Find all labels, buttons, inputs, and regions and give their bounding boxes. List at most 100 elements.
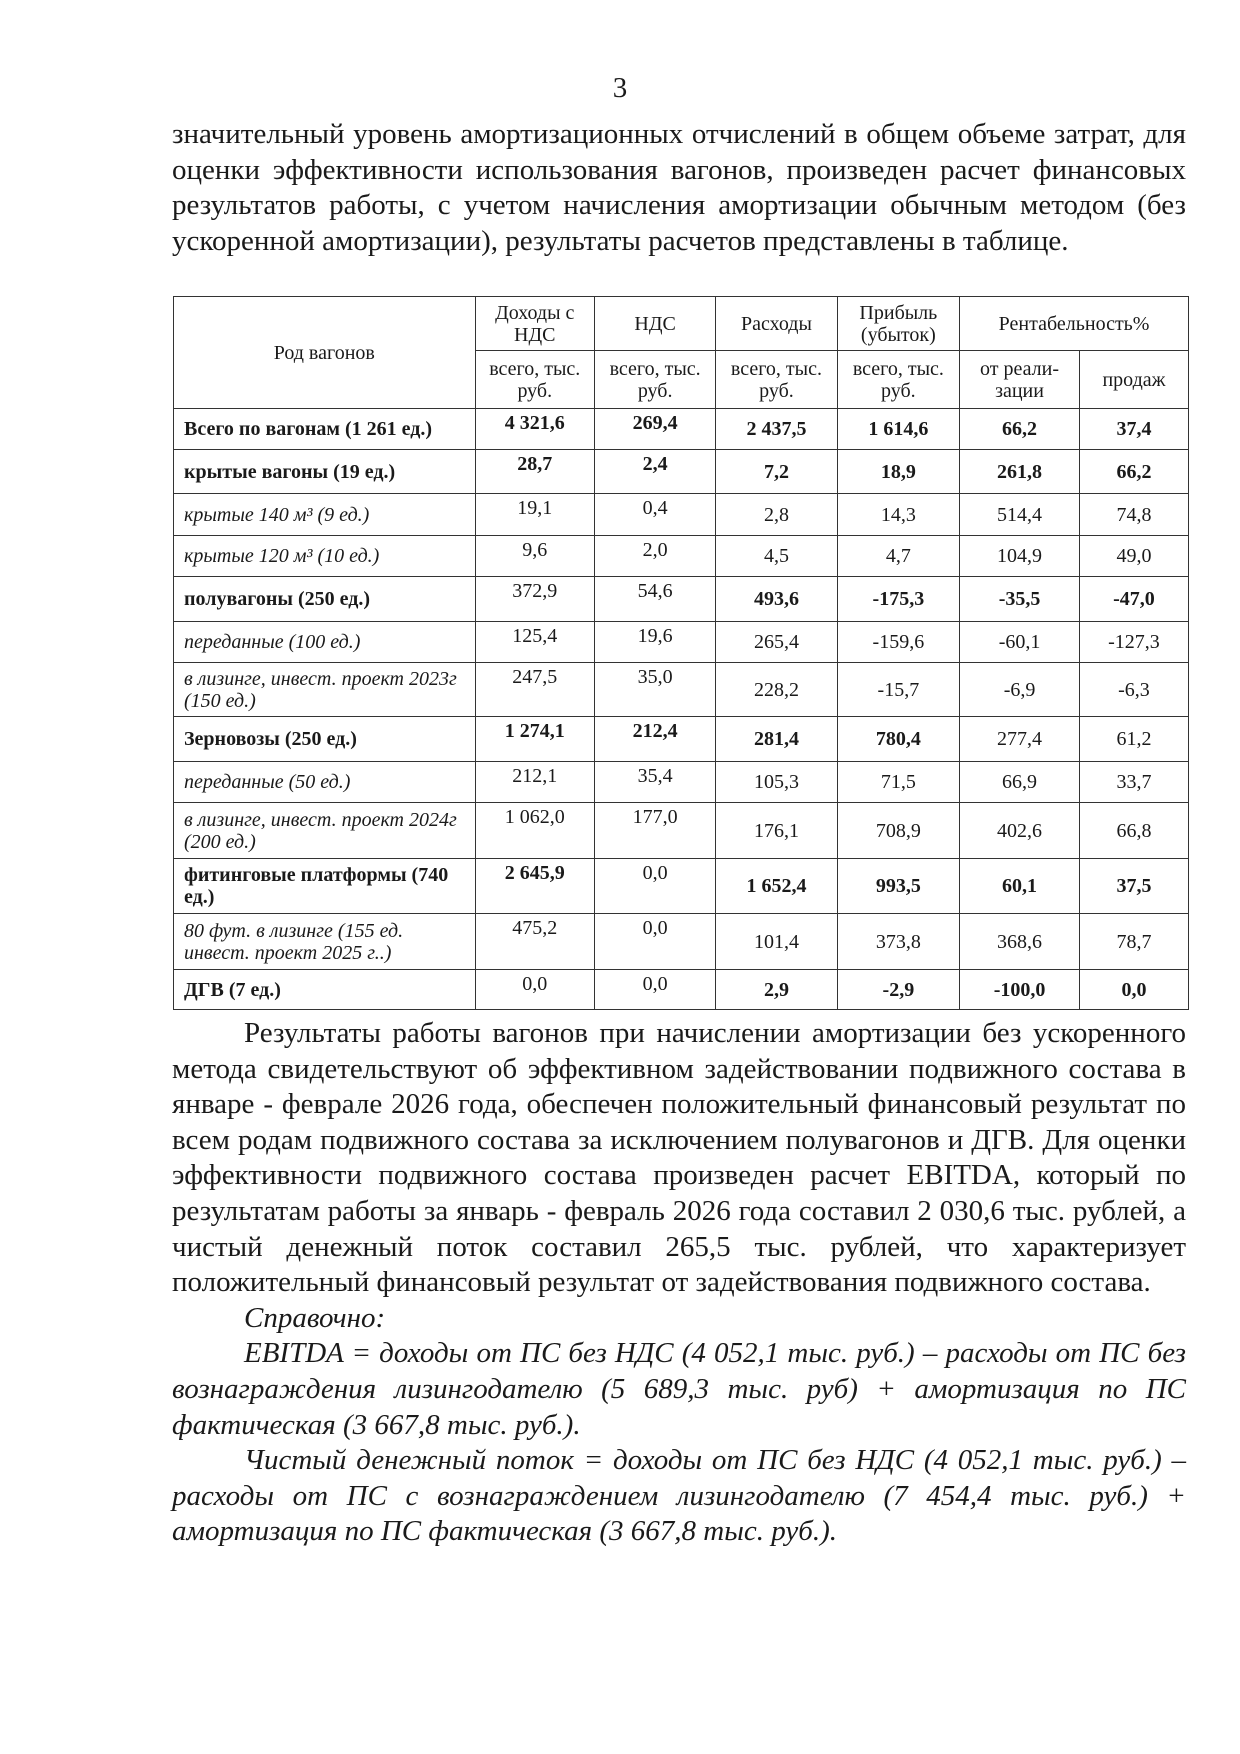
cell-value: 373,8 [836, 913, 961, 970]
cell-value: 0,0 [593, 969, 717, 1010]
cell-value: 475,2 [474, 913, 595, 970]
cell-value: 104,9 [959, 535, 1080, 577]
reference-heading: Справочно: [244, 1301, 386, 1334]
cell-value: 28,7 [474, 449, 595, 494]
cell-value: 708,9 [836, 802, 961, 859]
table-row: крытые 120 м³ (10 ед.) 9,6 2,0 4,5 4,7 104,9 4… [173, 535, 1190, 577]
row-label: переданные (100 ед.) [173, 621, 476, 663]
cell-value: 18,9 [836, 449, 961, 494]
row-label: крытые 120 м³ (10 ед.) [173, 535, 476, 577]
table-row: крытые вагоны (19 ед.) 28,7 2,4 7,2 18,9 261,… [173, 449, 1190, 494]
cell-value: 2,9 [715, 969, 838, 1010]
cell-value: 49,0 [1078, 535, 1190, 577]
cell-value: -127,3 [1078, 621, 1190, 663]
row-label: в лизинге, инвест. проект 2024г (200 ед.… [173, 802, 476, 859]
cell-value: 0,0 [474, 969, 595, 1010]
cell-value: 212,1 [474, 761, 595, 803]
cell-value: 1 614,6 [836, 408, 961, 450]
cell-value: -15,7 [836, 662, 961, 717]
cell-value: 514,4 [959, 493, 1080, 536]
cell-value: 7,2 [715, 449, 838, 494]
cell-value: -175,3 [836, 576, 961, 622]
results-table: Род вагонов Доходы с НДС НДС Расходы При… [173, 296, 1190, 1010]
row-label: в лизинге, инвест. проект 2023г (150 ед.… [173, 662, 476, 717]
cell-value: -159,6 [836, 621, 961, 663]
cell-value: -100,0 [959, 969, 1080, 1010]
cell-value: 0,0 [593, 913, 717, 970]
table-row: переданные (50 ед.) 212,1 35,4 105,3 71,5 66,… [173, 761, 1190, 803]
cell-value: 125,4 [474, 621, 595, 663]
cell-value: 493,6 [715, 576, 838, 622]
cell-value: 269,4 [593, 408, 717, 450]
cell-value: 66,2 [1078, 449, 1190, 494]
table-row: ДГВ (7 ед.) 0,0 0,0 2,9 -2,9 -100,0 0,0 [173, 969, 1190, 1010]
cell-value: 37,5 [1078, 858, 1190, 914]
header-from-sales: от реали-зации [959, 350, 1080, 409]
row-label: переданные (50 ед.) [173, 761, 476, 803]
table-row: переданные (100 ед.) 125,4 19,6 265,4 -159,6… [173, 621, 1190, 663]
cell-value: 74,8 [1078, 493, 1190, 536]
cell-value: 228,2 [715, 662, 838, 717]
cell-value: 368,6 [959, 913, 1080, 970]
cell-value: -47,0 [1078, 576, 1190, 622]
cell-value: 281,4 [715, 716, 838, 762]
header-expenses: Расходы [715, 296, 838, 351]
ebitda-formula: EBITDA = доходы от ПС без НДС (4 052,1 т… [172, 1337, 1186, 1441]
cell-value: 66,9 [959, 761, 1080, 803]
header-sales: продаж [1078, 350, 1190, 409]
cell-value: 4,5 [715, 535, 838, 577]
cell-value: 993,5 [836, 858, 961, 914]
cell-value: 61,2 [1078, 716, 1190, 762]
cell-value: 265,4 [715, 621, 838, 663]
row-label: крытые вагоны (19 ед.) [173, 449, 476, 494]
cell-value: 2,4 [593, 449, 717, 494]
cell-value: 101,4 [715, 913, 838, 970]
header-income: Доходы с НДС [474, 296, 595, 351]
table-row: 80 фут. в лизинге (155 ед. инвест. проек… [173, 913, 1190, 970]
cell-value: 9,6 [474, 535, 595, 577]
cell-value: 177,0 [593, 802, 717, 859]
row-label: 80 фут. в лизинге (155 ед. инвест. проек… [173, 913, 476, 970]
cell-value: 372,9 [474, 576, 595, 622]
cell-value: 261,8 [959, 449, 1080, 494]
cell-value: 277,4 [959, 716, 1080, 762]
cell-value: 0,4 [593, 493, 717, 536]
cell-value: 780,4 [836, 716, 961, 762]
cell-value: 2 437,5 [715, 408, 838, 450]
table-row: в лизинге, инвест. проект 2023г (150 ед.… [173, 662, 1190, 717]
cell-value: 1 652,4 [715, 858, 838, 914]
cell-value: -6,9 [959, 662, 1080, 717]
cell-value: -35,5 [959, 576, 1080, 622]
cell-value: 66,2 [959, 408, 1080, 450]
row-label: фитинговые платформы (740 ед.) [173, 858, 476, 914]
cell-value: 78,7 [1078, 913, 1190, 970]
cell-value: 0,0 [593, 858, 717, 914]
cell-value: 19,1 [474, 493, 595, 536]
cell-value: -2,9 [836, 969, 961, 1010]
row-label: Всего по вагонам (1 261 ед.) [173, 408, 476, 450]
header-profit-unit: всего, тыс. руб. [836, 350, 961, 409]
header-row-type: Род вагонов [173, 296, 476, 409]
table-body: Всего по вагонам (1 261 ед.) 4 321,6 269,4… [173, 408, 1190, 1010]
table-row: в лизинге, инвест. проект 2024г (200 ед.… [173, 802, 1190, 859]
cell-value: 35,4 [593, 761, 717, 803]
cell-value: 1 062,0 [474, 802, 595, 859]
table-row: Всего по вагонам (1 261 ед.) 4 321,6 269,4… [173, 408, 1190, 450]
cell-value: 2,8 [715, 493, 838, 536]
row-label: ДГВ (7 ед.) [173, 969, 476, 1010]
cell-value: 2,0 [593, 535, 717, 577]
cell-value: 247,5 [474, 662, 595, 717]
header-profit: Прибыль (убыток) [836, 296, 961, 351]
row-label: Зерновозы (250 ед.) [173, 716, 476, 762]
cell-value: 14,3 [836, 493, 961, 536]
conclusion-section: Результаты работы вагонов при начислении… [172, 1016, 1186, 1550]
cell-value: 4,7 [836, 535, 961, 577]
conclusion-paragraph: Результаты работы вагонов при начислении… [172, 1017, 1186, 1299]
cell-value: 176,1 [715, 802, 838, 859]
cell-value: 60,1 [959, 858, 1080, 914]
table-row: полувагоны (250 ед.) 372,9 54,6 493,6 -175,3… [173, 576, 1190, 622]
cell-value: 402,6 [959, 802, 1080, 859]
cell-value: 66,8 [1078, 802, 1190, 859]
header-income-unit: всего, тыс. руб. [474, 350, 595, 409]
cell-value: -60,1 [959, 621, 1080, 663]
